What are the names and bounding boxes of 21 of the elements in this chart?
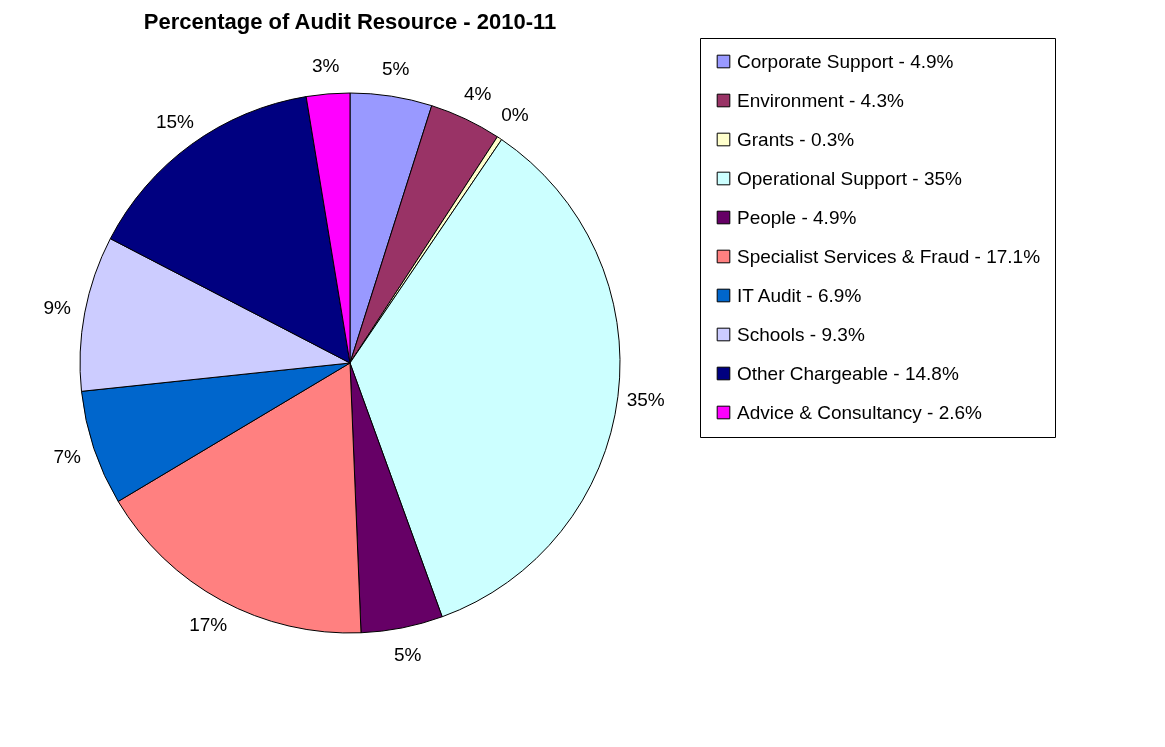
legend-label: Operational Support - 35% [737, 167, 963, 189]
data-label: 0% [501, 103, 529, 125]
legend-label: Other Chargeable - 14.8% [737, 362, 959, 384]
data-label: 4% [463, 82, 492, 104]
data-label: 9% [43, 296, 72, 318]
legend-label: IT Audit - 6.9% [737, 284, 862, 306]
data-label: 17% [189, 614, 228, 636]
legend-label: Corporate Support - 4.9% [737, 50, 954, 72]
chart-title: Percentage of Audit Resource - 2010-11 [143, 8, 557, 34]
data-label: 7% [53, 446, 82, 468]
legend-label: Schools - 9.3% [737, 323, 865, 345]
legend-label: People - 4.9% [737, 206, 857, 228]
data-label: 3% [311, 54, 340, 76]
legend-label: Specialist Services & Fraud - 17.1% [737, 245, 1041, 267]
data-label: 5% [393, 644, 422, 666]
data-label: 5% [381, 57, 410, 79]
data-label: 15% [155, 110, 195, 132]
legend-label: Advice & Consultancy - 2.6% [737, 401, 983, 423]
legend-label: Environment - 4.3% [737, 89, 904, 111]
data-label: 35% [626, 388, 665, 410]
legend-label: Grants - 0.3% [737, 128, 855, 150]
